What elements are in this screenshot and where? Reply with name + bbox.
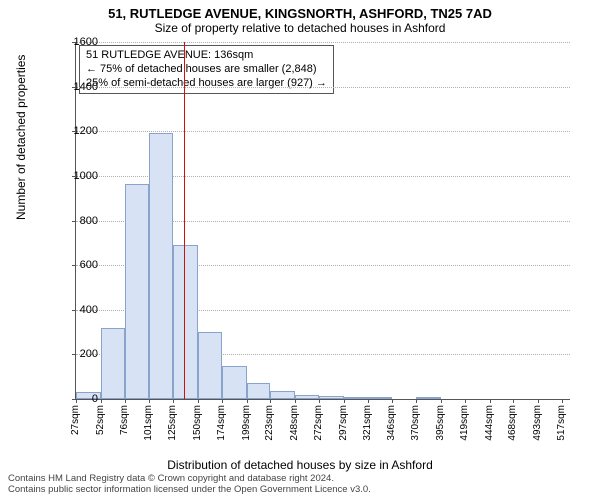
xtick-mark bbox=[247, 399, 248, 403]
xtick-mark bbox=[392, 399, 393, 403]
xtick-mark bbox=[490, 399, 491, 403]
xtick-mark bbox=[538, 399, 539, 403]
footer: Contains HM Land Registry data © Crown c… bbox=[8, 474, 371, 496]
xtick-mark bbox=[344, 399, 345, 403]
ytick-label: 600 bbox=[58, 259, 98, 271]
xtick-mark bbox=[416, 399, 417, 403]
ytick-label: 800 bbox=[58, 215, 98, 227]
xtick-mark bbox=[441, 399, 442, 403]
histogram-bar bbox=[101, 328, 125, 399]
xtick-label: 517sqm bbox=[556, 405, 567, 441]
xtick-label: 297sqm bbox=[338, 405, 349, 441]
gridline bbox=[76, 87, 570, 88]
ytick-label: 0 bbox=[58, 393, 98, 405]
annot-line1: 51 RUTLEDGE AVENUE: 136sqm bbox=[86, 49, 327, 63]
xtick-label: 272sqm bbox=[313, 405, 324, 441]
xtick-mark bbox=[368, 399, 369, 403]
xtick-label: 101sqm bbox=[143, 405, 154, 441]
xtick-label: 150sqm bbox=[192, 405, 203, 441]
xtick-mark bbox=[319, 399, 320, 403]
xtick-label: 223sqm bbox=[264, 405, 275, 441]
ytick-label: 200 bbox=[58, 348, 98, 360]
xtick-label: 199sqm bbox=[241, 405, 252, 441]
xtick-label: 493sqm bbox=[532, 405, 543, 441]
histogram-bar bbox=[125, 184, 150, 399]
annot-line2: ← 75% of detached houses are smaller (2,… bbox=[86, 63, 327, 77]
histogram-bar bbox=[368, 397, 393, 399]
annot-line3: 25% of semi-detached houses are larger (… bbox=[86, 77, 327, 91]
gridline bbox=[76, 131, 570, 132]
title-line1: 51, RUTLEDGE AVENUE, KINGSNORTH, ASHFORD… bbox=[0, 6, 600, 21]
ytick-label: 1200 bbox=[58, 125, 98, 137]
xtick-label: 76sqm bbox=[119, 405, 130, 435]
xtick-label: 346sqm bbox=[386, 405, 397, 441]
xtick-mark bbox=[101, 399, 102, 403]
xtick-label: 248sqm bbox=[289, 405, 300, 441]
xtick-mark bbox=[465, 399, 466, 403]
histogram-bar bbox=[270, 391, 295, 399]
ytick-label: 1400 bbox=[58, 81, 98, 93]
xtick-label: 27sqm bbox=[70, 405, 81, 435]
histogram-bar bbox=[149, 133, 173, 399]
xtick-mark bbox=[562, 399, 563, 403]
histogram-bar bbox=[247, 383, 271, 399]
histogram-bar bbox=[222, 366, 247, 399]
xtick-mark bbox=[222, 399, 223, 403]
footer-line2: Contains public sector information licen… bbox=[8, 485, 371, 496]
xtick-mark bbox=[173, 399, 174, 403]
xtick-mark bbox=[513, 399, 514, 403]
chart-title-block: 51, RUTLEDGE AVENUE, KINGSNORTH, ASHFORD… bbox=[0, 0, 600, 35]
xtick-mark bbox=[295, 399, 296, 403]
xtick-label: 419sqm bbox=[459, 405, 470, 441]
plot-area: 51 RUTLEDGE AVENUE: 136sqm ← 75% of deta… bbox=[75, 42, 570, 400]
histogram-bar bbox=[173, 245, 198, 399]
xtick-label: 444sqm bbox=[484, 405, 495, 441]
title-line2: Size of property relative to detached ho… bbox=[0, 21, 600, 35]
ytick-label: 400 bbox=[58, 304, 98, 316]
xtick-label: 321sqm bbox=[362, 405, 373, 441]
gridline bbox=[76, 42, 570, 43]
ytick-label: 1600 bbox=[58, 36, 98, 48]
xtick-mark bbox=[270, 399, 271, 403]
y-axis-label: Number of detached properties bbox=[14, 55, 28, 220]
reference-line bbox=[184, 42, 185, 399]
x-axis-label: Distribution of detached houses by size … bbox=[0, 458, 600, 472]
xtick-label: 52sqm bbox=[95, 405, 106, 435]
histogram-bar bbox=[416, 397, 441, 399]
xtick-mark bbox=[125, 399, 126, 403]
histogram-bar bbox=[319, 396, 344, 399]
xtick-mark bbox=[198, 399, 199, 403]
histogram-bar bbox=[344, 397, 368, 399]
xtick-label: 174sqm bbox=[216, 405, 227, 441]
xtick-mark bbox=[149, 399, 150, 403]
xtick-label: 468sqm bbox=[507, 405, 518, 441]
histogram-bar bbox=[295, 395, 319, 399]
histogram-bar bbox=[198, 332, 222, 399]
ytick-label: 1000 bbox=[58, 170, 98, 182]
xtick-label: 395sqm bbox=[435, 405, 446, 441]
xtick-label: 125sqm bbox=[167, 405, 178, 441]
xtick-label: 370sqm bbox=[410, 405, 421, 441]
